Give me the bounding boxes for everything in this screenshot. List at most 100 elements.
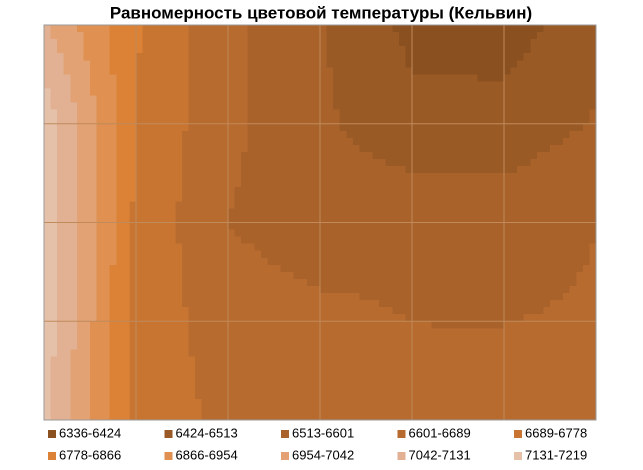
- contour-fill: [477, 201, 485, 209]
- contour-fill: [346, 356, 354, 365]
- contour-fill: [214, 208, 223, 217]
- contour-fill: [451, 81, 459, 90]
- contour-fill: [550, 321, 558, 329]
- contour-fill: [44, 123, 52, 132]
- contour-fill: [359, 412, 367, 421]
- contour-fill: [372, 95, 380, 104]
- contour-fill: [543, 173, 551, 181]
- contour-fill: [109, 412, 117, 421]
- contour-fill: [497, 67, 505, 75]
- contour-fill: [517, 88, 525, 97]
- contour-fill: [280, 412, 288, 421]
- contour-fill: [576, 102, 584, 111]
- contour-fill: [398, 208, 407, 217]
- contour-fill: [109, 398, 117, 407]
- contour-fill: [333, 116, 341, 125]
- contour-fill: [188, 342, 196, 351]
- contour-fill: [333, 222, 341, 231]
- contour-fill: [372, 25, 380, 33]
- contour-fill: [136, 412, 144, 421]
- contour-fill: [372, 377, 380, 386]
- contour-fill: [530, 88, 538, 97]
- contour-fill: [247, 391, 255, 400]
- contour-fill: [398, 123, 407, 132]
- contour-fill: [379, 74, 387, 83]
- contour-fill: [300, 74, 308, 83]
- contour-fill: [464, 412, 472, 421]
- contour-fill: [83, 187, 91, 195]
- contour-fill: [188, 123, 196, 132]
- contour-fill: [293, 116, 301, 125]
- contour-fill: [517, 60, 525, 68]
- contour-fill: [352, 151, 361, 160]
- contour-fill: [543, 405, 551, 414]
- contour-fill: [412, 88, 420, 97]
- contour-fill: [175, 173, 183, 181]
- contour-fill: [142, 159, 150, 167]
- contour-fill: [444, 250, 453, 259]
- contour-fill: [366, 222, 374, 231]
- contour-fill: [385, 74, 393, 83]
- contour-fill: [431, 285, 439, 294]
- contour-fill: [168, 88, 177, 97]
- contour-fill: [530, 335, 538, 344]
- contour-fill: [418, 363, 426, 372]
- contour-fill: [543, 208, 551, 217]
- contour-fill: [63, 412, 71, 421]
- contour-fill: [504, 405, 512, 414]
- contour-fill: [208, 405, 216, 414]
- contour-fill: [274, 116, 282, 125]
- contour-fill: [90, 32, 98, 40]
- contour-fill: [228, 243, 236, 252]
- contour-fill: [44, 222, 52, 231]
- contour-fill: [306, 335, 315, 344]
- contour-fill: [431, 137, 439, 146]
- contour-fill: [504, 278, 512, 287]
- contour-fill: [234, 398, 242, 407]
- contour-fill: [451, 25, 459, 33]
- contour-fill: [313, 74, 321, 83]
- contour-fill: [260, 123, 269, 132]
- contour-fill: [221, 250, 229, 259]
- contour-fill: [333, 384, 341, 393]
- contour-fill: [247, 293, 255, 301]
- contour-fill: [346, 243, 354, 252]
- contour-fill: [569, 116, 577, 125]
- contour-fill: [582, 123, 591, 132]
- contour-fill: [57, 377, 65, 386]
- contour-fill: [569, 314, 577, 322]
- contour-fill: [326, 405, 334, 414]
- contour-fill: [214, 39, 223, 47]
- contour-fill: [464, 123, 472, 132]
- contour-fill: [471, 144, 479, 153]
- contour-fill: [392, 278, 400, 287]
- contour-fill: [398, 109, 407, 118]
- contour-fill: [234, 123, 242, 132]
- contour-fill: [431, 405, 439, 414]
- contour-fill: [109, 123, 117, 132]
- contour-fill: [300, 67, 308, 75]
- contour-fill: [254, 321, 262, 329]
- contour-fill: [530, 398, 538, 407]
- contour-fill: [458, 300, 466, 308]
- contour-fill: [412, 116, 420, 125]
- contour-fill: [234, 243, 242, 252]
- contour-fill: [234, 25, 242, 33]
- contour-fill: [326, 349, 334, 358]
- contour-fill: [412, 60, 420, 68]
- contour-fill: [63, 46, 71, 54]
- contour-fill: [444, 243, 453, 252]
- contour-fill: [582, 257, 591, 266]
- contour-fill: [536, 300, 545, 308]
- contour-fill: [412, 32, 420, 40]
- contour-fill: [333, 264, 341, 273]
- contour-fill: [359, 236, 367, 245]
- contour-fill: [149, 243, 157, 252]
- contour-fill: [155, 109, 163, 118]
- contour-fill: [464, 300, 472, 308]
- contour-fill: [366, 278, 374, 287]
- contour-fill: [582, 60, 591, 68]
- contour-fill: [458, 349, 466, 358]
- contour-fill: [543, 201, 551, 209]
- contour-fill: [320, 307, 328, 315]
